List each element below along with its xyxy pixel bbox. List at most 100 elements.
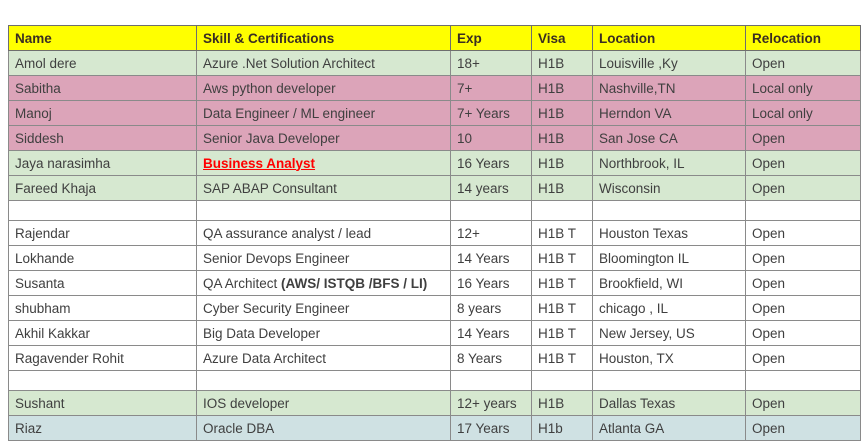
header-location: Location bbox=[592, 25, 746, 51]
skill-text: Aws python developer bbox=[203, 80, 336, 96]
cell-exp: 8 years bbox=[450, 295, 532, 321]
cell-location: chicago , IL bbox=[592, 295, 746, 321]
cell-visa: H1B bbox=[531, 50, 593, 76]
table-row: Siddesh Senior Java Developer 10 H1B San… bbox=[8, 125, 861, 151]
cell-visa: H1B bbox=[531, 125, 593, 151]
cell-skill: Aws python developer bbox=[196, 75, 451, 101]
cell-name bbox=[8, 200, 197, 221]
skill-text: Cyber Security Engineer bbox=[203, 300, 350, 316]
cell-location: Herndon VA bbox=[592, 100, 746, 126]
cell-name: Amol dere bbox=[8, 50, 197, 76]
cell-skill: Azure Data Architect bbox=[196, 345, 451, 371]
cell-relocation: Open bbox=[745, 150, 861, 176]
cell-location bbox=[592, 370, 746, 391]
cell-exp: 7+ bbox=[450, 75, 532, 101]
skill-certifications-bold: (AWS/ ISTQB /BFS / LI) bbox=[281, 275, 428, 291]
header-relocation: Relocation bbox=[745, 25, 861, 51]
skill-text: QA assurance analyst / lead bbox=[203, 225, 372, 241]
cell-visa: H1B bbox=[531, 100, 593, 126]
cell-exp bbox=[450, 200, 532, 221]
skill-text: SAP ABAP Consultant bbox=[203, 180, 337, 196]
cell-location: Brookfield, WI bbox=[592, 270, 746, 296]
cell-exp: 14 years bbox=[450, 175, 532, 201]
table-row: Lokhande Senior Devops Engineer 14 Years… bbox=[8, 245, 861, 271]
cell-skill: Senior Devops Engineer bbox=[196, 245, 451, 271]
skill-text: Azure .Net Solution Architect bbox=[203, 55, 375, 71]
table-row: Manoj Data Engineer / ML engineer 7+ Yea… bbox=[8, 100, 861, 126]
cell-location: Wisconsin bbox=[592, 175, 746, 201]
cell-relocation: Open bbox=[745, 345, 861, 371]
cell-exp: 16 Years bbox=[450, 150, 532, 176]
cell-relocation: Open bbox=[745, 50, 861, 76]
cell-visa bbox=[531, 370, 593, 391]
cell-name: Riaz bbox=[8, 415, 197, 441]
header-visa: Visa bbox=[531, 25, 593, 51]
cell-name: Rajendar bbox=[8, 220, 197, 246]
cell-skill: Big Data Developer bbox=[196, 320, 451, 346]
cell-exp: 14 Years bbox=[450, 320, 532, 346]
skill-text: Azure Data Architect bbox=[203, 350, 327, 366]
cell-skill: Data Engineer / ML engineer bbox=[196, 100, 451, 126]
cell-name: Sabitha bbox=[8, 75, 197, 101]
cell-location: Louisville ,Ky bbox=[592, 50, 746, 76]
cell-location: Houston Texas bbox=[592, 220, 746, 246]
cell-name: Manoj bbox=[8, 100, 197, 126]
cell-name: Jaya narasimha bbox=[8, 150, 197, 176]
cell-relocation: Open bbox=[745, 220, 861, 246]
header-row: Name Skill & Certifications Exp Visa Loc… bbox=[8, 25, 861, 51]
cell-relocation: Local only bbox=[745, 100, 861, 126]
cell-skill: Cyber Security Engineer bbox=[196, 295, 451, 321]
cell-relocation: Open bbox=[745, 415, 861, 441]
table-row: Rajendar QA assurance analyst / lead 12+… bbox=[8, 220, 861, 246]
skill-text: Data Engineer / ML engineer bbox=[203, 105, 376, 121]
candidates-table: Name Skill & Certifications Exp Visa Loc… bbox=[8, 25, 861, 441]
cell-location: New Jersey, US bbox=[592, 320, 746, 346]
cell-visa bbox=[531, 200, 593, 221]
cell-location bbox=[592, 200, 746, 221]
cell-name bbox=[8, 370, 197, 391]
cell-name: Lokhande bbox=[8, 245, 197, 271]
cell-skill: Senior Java Developer bbox=[196, 125, 451, 151]
table-row: shubham Cyber Security Engineer 8 years … bbox=[8, 295, 861, 321]
cell-relocation: Open bbox=[745, 125, 861, 151]
empty-row bbox=[8, 200, 861, 221]
table-row: Jaya narasimha Business Analyst 16 Years… bbox=[8, 150, 861, 176]
cell-relocation: Local only bbox=[745, 75, 861, 101]
cell-relocation: Open bbox=[745, 295, 861, 321]
cell-name: shubham bbox=[8, 295, 197, 321]
table-row: Sabitha Aws python developer 7+ H1B Nash… bbox=[8, 75, 861, 101]
cell-relocation: Open bbox=[745, 245, 861, 271]
cell-skill: QA Architect (AWS/ ISTQB /BFS / LI) bbox=[196, 270, 451, 296]
cell-location: Nashville,TN bbox=[592, 75, 746, 101]
skill-text: Senior Devops Engineer bbox=[203, 250, 350, 266]
cell-location: Bloomington IL bbox=[592, 245, 746, 271]
cell-relocation: Open bbox=[745, 320, 861, 346]
table-row: Akhil Kakkar Big Data Developer 14 Years… bbox=[8, 320, 861, 346]
cell-exp: 12+ years bbox=[450, 390, 532, 416]
table-row: Sushant IOS developer 12+ years H1B Dall… bbox=[8, 390, 861, 416]
skill-text: Big Data Developer bbox=[203, 325, 321, 341]
cell-name: Akhil Kakkar bbox=[8, 320, 197, 346]
cell-relocation: Open bbox=[745, 175, 861, 201]
cell-exp: 7+ Years bbox=[450, 100, 532, 126]
cell-exp: 12+ bbox=[450, 220, 532, 246]
business-analyst-link[interactable]: Business Analyst bbox=[203, 155, 316, 171]
table-row: Amol dere Azure .Net Solution Architect … bbox=[8, 50, 861, 76]
header-skill: Skill & Certifications bbox=[196, 25, 451, 51]
header-name: Name bbox=[8, 25, 197, 51]
cell-visa: H1B T bbox=[531, 320, 593, 346]
cell-visa: H1b bbox=[531, 415, 593, 441]
skill-text: Oracle DBA bbox=[203, 420, 275, 436]
cell-visa: H1B bbox=[531, 175, 593, 201]
cell-skill: SAP ABAP Consultant bbox=[196, 175, 451, 201]
cell-exp: 14 Years bbox=[450, 245, 532, 271]
cell-skill bbox=[196, 370, 451, 391]
cell-exp: 16 Years bbox=[450, 270, 532, 296]
cell-name: Susanta bbox=[8, 270, 197, 296]
cell-location: Houston, TX bbox=[592, 345, 746, 371]
cell-name: Fareed Khaja bbox=[8, 175, 197, 201]
cell-skill: QA assurance analyst / lead bbox=[196, 220, 451, 246]
cell-visa: H1B T bbox=[531, 295, 593, 321]
cell-exp: 18+ bbox=[450, 50, 532, 76]
